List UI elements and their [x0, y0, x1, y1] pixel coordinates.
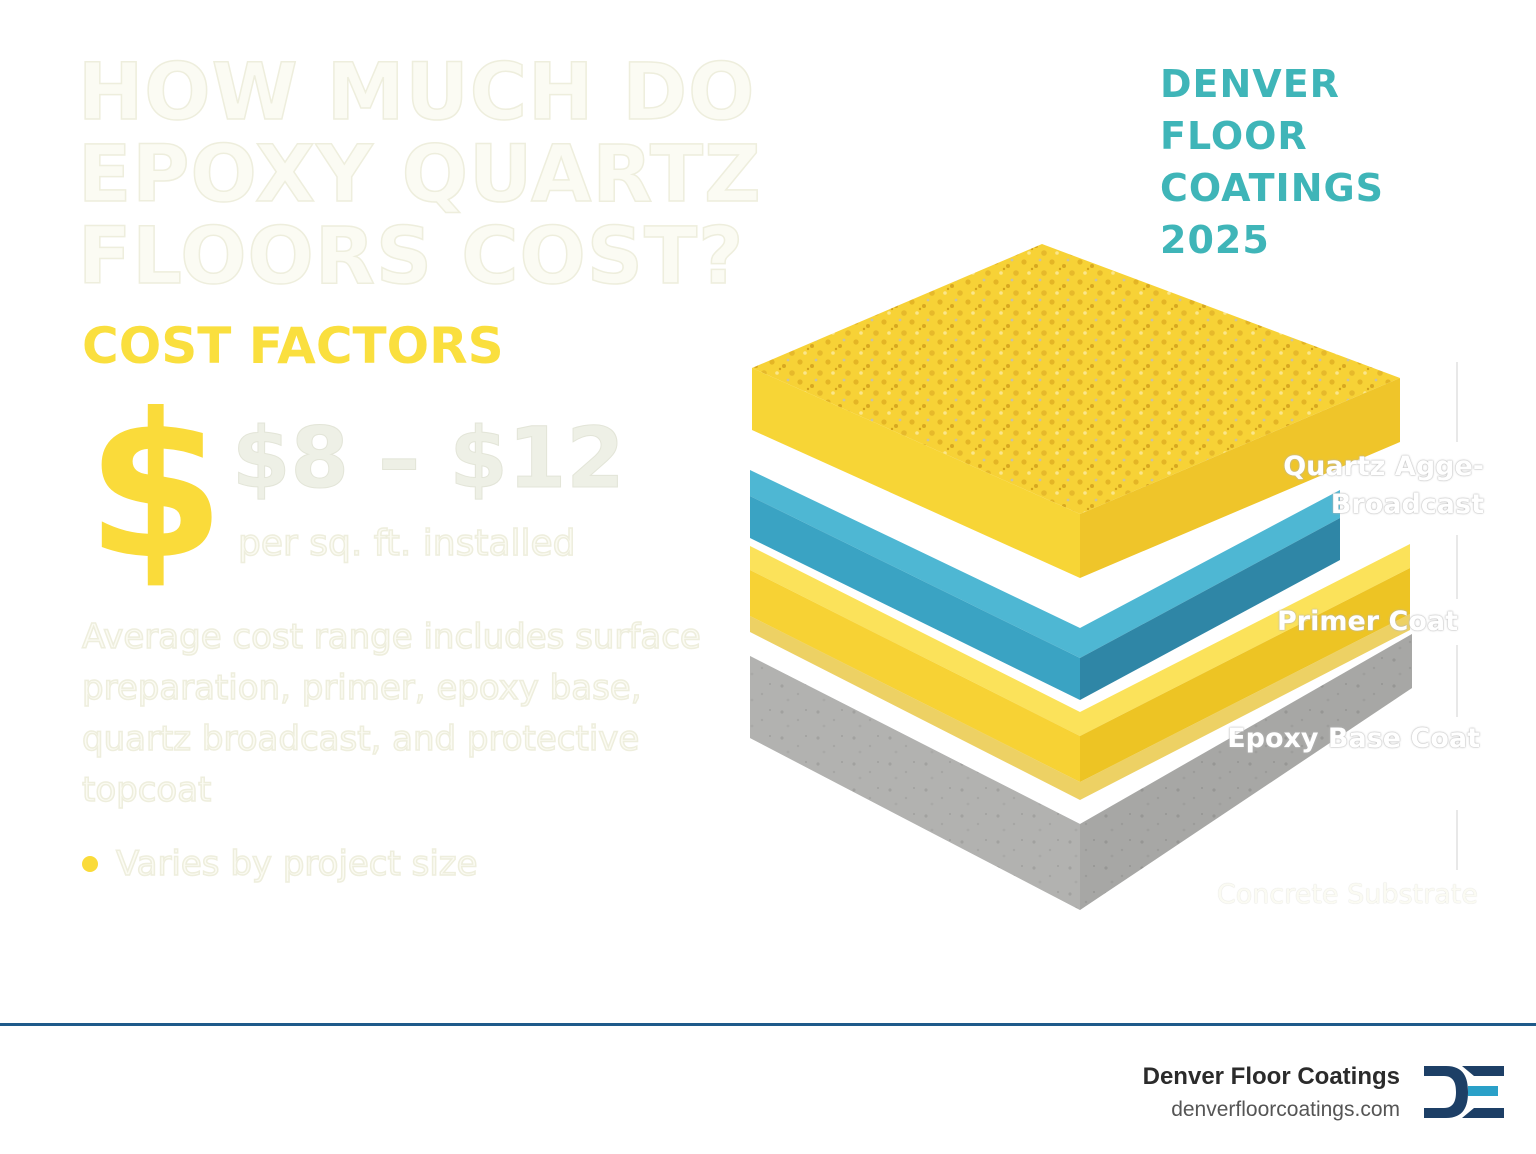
footer-url: denverfloorcoatings.com — [1171, 1098, 1400, 1121]
primer-layer — [750, 470, 1340, 700]
brand-line-1: DENVER FLOOR — [1160, 62, 1340, 158]
label-concrete-substrate: Concrete Substrate — [1216, 879, 1478, 910]
epoxy-base-layer — [750, 544, 1410, 800]
footer-divider — [0, 1023, 1536, 1026]
footer-company-name: Denver Floor Coatings — [1142, 1063, 1400, 1090]
price-range: $8 – $12 — [232, 409, 626, 507]
cost-description: Average cost range includes surface prep… — [81, 616, 701, 811]
brand-heading: DENVER FLOOR COATINGS 2025 — [1160, 58, 1500, 266]
price-unit: per sq. ft. installed — [237, 522, 576, 565]
dollar-sign-icon: $ — [86, 371, 226, 604]
label-primer-coat: Primer Coat — [1276, 606, 1458, 637]
cost-factors-heading: COST FACTORS — [82, 317, 504, 375]
label-quartz-broadcast: Quartz Agge- Broadcast — [1283, 451, 1484, 520]
bullet-list-item: Varies by project size — [82, 838, 478, 890]
floor-layers-illustration — [750, 244, 1412, 910]
guide-line-bottom — [1456, 810, 1458, 870]
main-title: HOW MUCH DO EPOXY QUARTZ FLOORS COST? — [77, 48, 762, 302]
bullet-dot-icon — [82, 856, 98, 872]
brand-line-2: COATINGS 2025 — [1160, 166, 1385, 262]
concrete-substrate-layer — [750, 634, 1412, 910]
guide-line-lower — [1456, 645, 1458, 717]
dfc-logo-icon — [1424, 1066, 1504, 1118]
bullet-text: Varies by project size — [115, 843, 478, 885]
guide-line-top — [1456, 362, 1458, 442]
label-epoxy-base-coat: Epoxy Base Coat — [1227, 723, 1480, 754]
guide-line-middle — [1456, 535, 1458, 599]
quartz-broadcast-layer — [752, 244, 1400, 578]
